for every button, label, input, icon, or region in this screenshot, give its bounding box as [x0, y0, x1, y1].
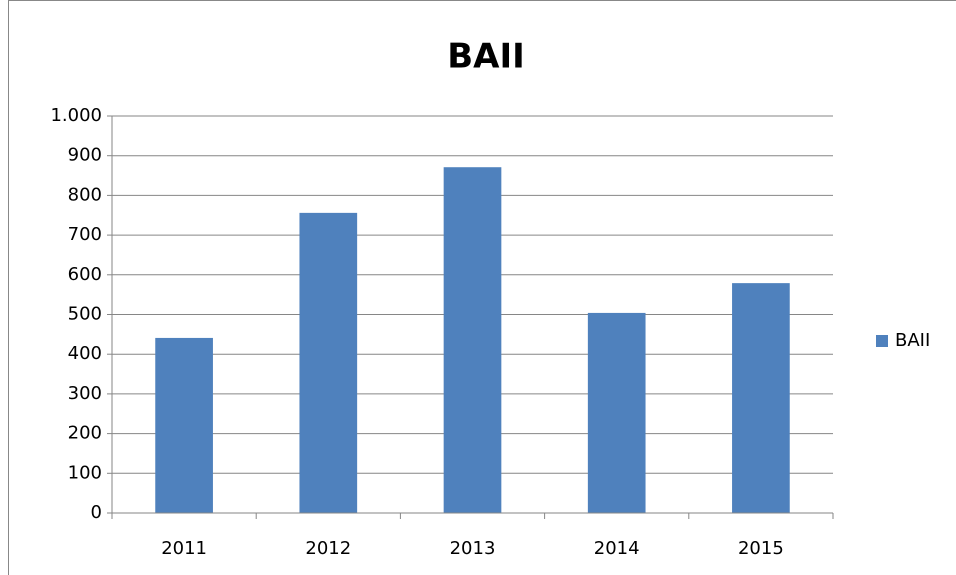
y-tick-label: 700 [68, 224, 102, 245]
x-tick-label: 2012 [305, 538, 351, 559]
y-tick-label: 800 [68, 184, 102, 205]
y-tick-label: 1.000 [50, 105, 102, 126]
y-tick-label: 900 [68, 145, 102, 166]
bar [732, 283, 790, 513]
bar [299, 212, 358, 514]
bar [587, 312, 646, 513]
bar [443, 167, 502, 513]
y-tick-label: 200 [68, 423, 102, 444]
chart-title: BAII [447, 37, 525, 77]
y-tick-label: 0 [91, 502, 102, 523]
y-tick-label: 400 [68, 343, 102, 364]
bar [155, 337, 213, 513]
legend-label: BAII [895, 330, 930, 351]
y-tick-label: 100 [68, 462, 102, 483]
x-tick-label: 2013 [450, 538, 496, 559]
y-tick-label: 300 [68, 383, 102, 404]
x-tick-label: 2011 [161, 538, 207, 559]
y-tick-label: 500 [68, 304, 102, 325]
legend-swatch [876, 335, 888, 347]
x-tick-label: 2015 [738, 538, 784, 559]
x-tick-label: 2014 [594, 538, 640, 559]
y-tick-label: 600 [68, 264, 102, 285]
